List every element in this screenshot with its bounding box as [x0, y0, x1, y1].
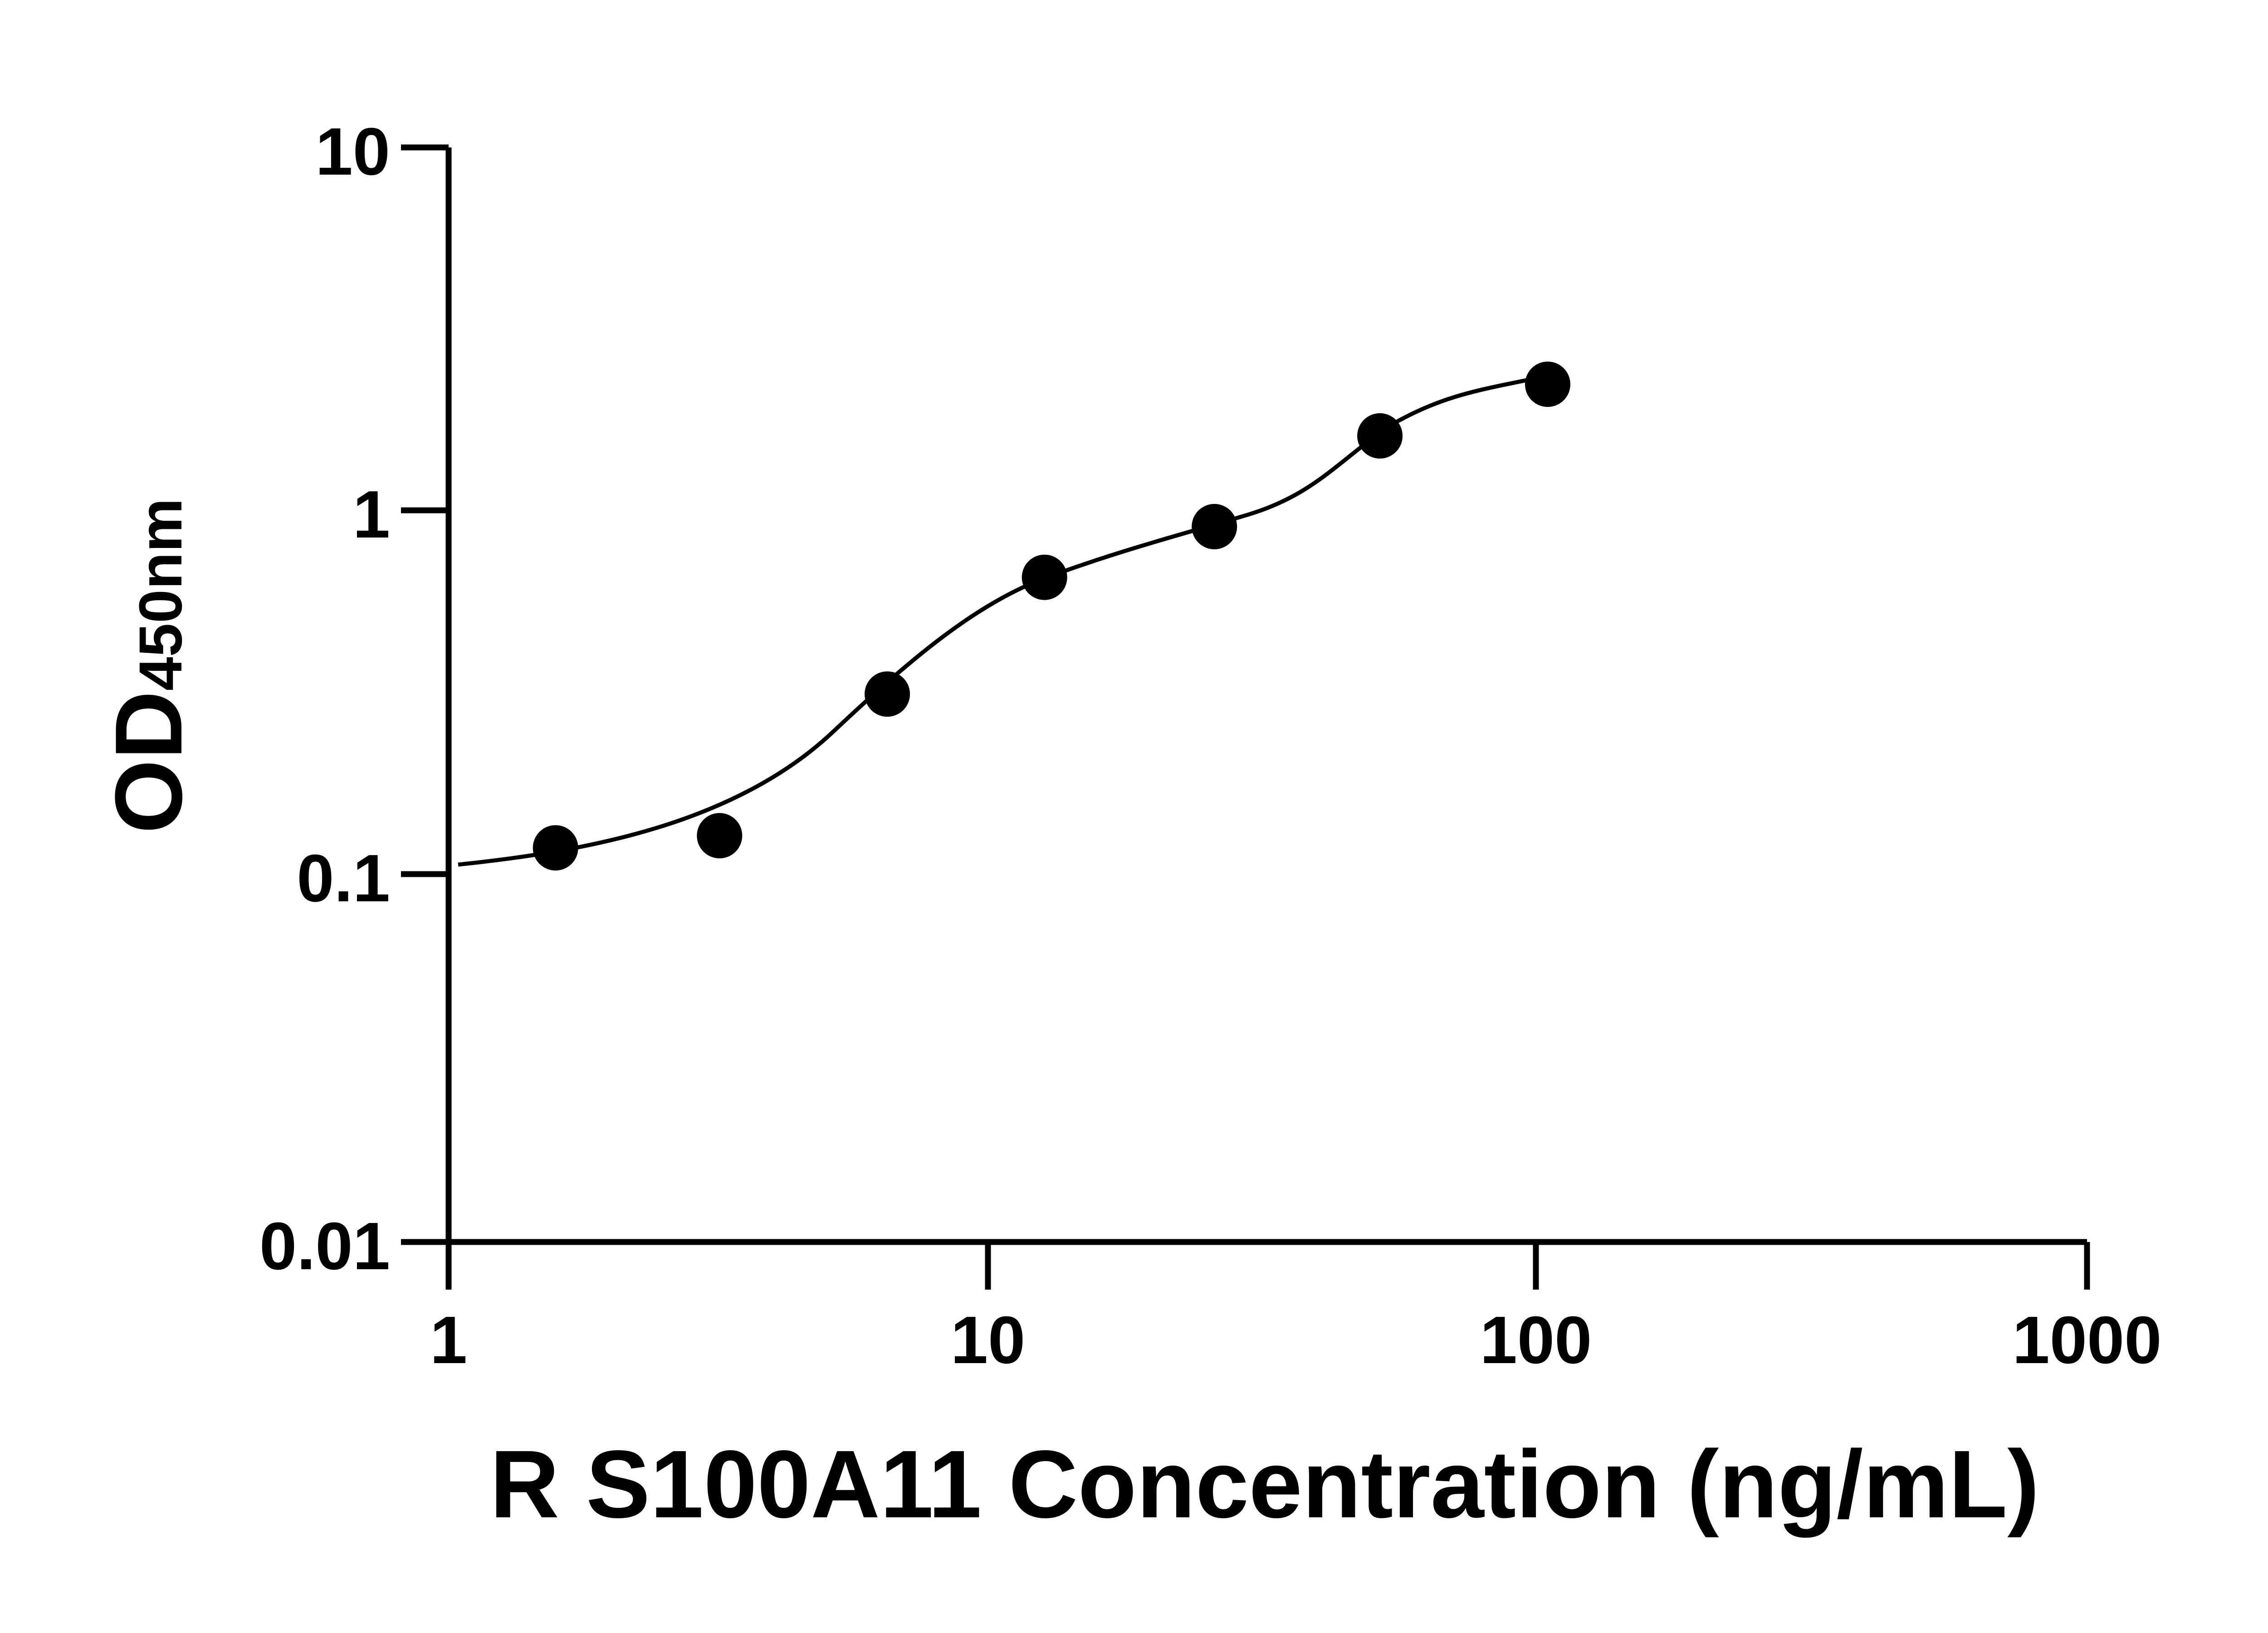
- svg-text:10: 10: [951, 1303, 1026, 1378]
- svg-text:0.01: 0.01: [259, 1209, 390, 1284]
- svg-text:1: 1: [430, 1303, 467, 1378]
- svg-text:1: 1: [353, 477, 390, 552]
- svg-text:10: 10: [315, 114, 390, 189]
- svg-text:0.1: 0.1: [297, 841, 390, 916]
- svg-text:1000: 1000: [2012, 1303, 2161, 1378]
- svg-text:100: 100: [1480, 1303, 1592, 1378]
- svg-text:R S100A11 Concentration (ng/mL: R S100A11 Concentration (ng/mL): [490, 1430, 2039, 1538]
